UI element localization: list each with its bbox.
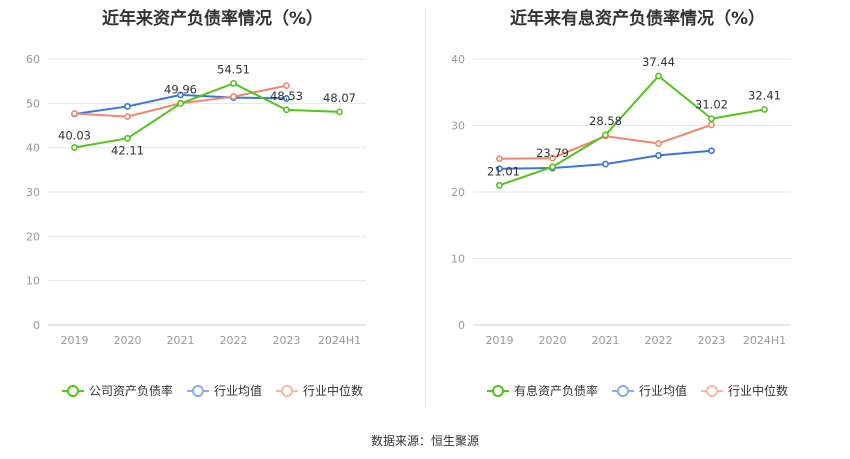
legend-marker-icon xyxy=(701,384,723,397)
data-point xyxy=(602,160,609,168)
chart-title: 近年来资产负债率情况（%） xyxy=(101,9,324,29)
data-point xyxy=(602,131,609,139)
chart-legend-left: 公司资产负债率 行业均值 行业中位数 xyxy=(0,382,425,399)
data-label: 32.41 xyxy=(748,88,781,102)
data-label: 48.07 xyxy=(323,91,356,105)
chart-svg-right: 0 10 20 30 40 2019 2020 2021 2022 2023 2024H1 21.01… xyxy=(451,53,791,347)
legend-label: 公司资产负债率 xyxy=(88,384,173,398)
data-point xyxy=(336,108,343,116)
chart-panel-left: 近年来资产负债率情况（%） 0 10 20 30 40 50 60 2019 2020 2021 2… xyxy=(0,0,425,410)
data-point xyxy=(496,181,503,189)
x-tick-label: 2020 xyxy=(114,334,142,347)
legend-marker-icon xyxy=(611,384,634,397)
data-source: 数据来源：恒生聚源 xyxy=(370,434,479,448)
data-label: 48.53 xyxy=(270,89,303,103)
data-point xyxy=(124,103,131,110)
y-tick-label: 60 xyxy=(26,53,40,66)
legend-item[interactable]: 行业中位数 xyxy=(701,382,788,399)
x-tick-label: 2023 xyxy=(273,334,301,347)
legend-marker-icon xyxy=(186,384,209,397)
data-point xyxy=(177,100,184,107)
x-tick-label: 2022 xyxy=(645,334,673,347)
panel-divider xyxy=(425,8,426,408)
data-point xyxy=(496,155,503,163)
x-tick-label: 2019 xyxy=(486,334,514,347)
legend-label: 行业中位数 xyxy=(303,384,364,398)
data-label: 21.01 xyxy=(487,164,520,178)
x-tick-label: 2024H1 xyxy=(743,334,786,347)
y-tick-label: 20 xyxy=(451,186,465,199)
legend-marker-icon xyxy=(276,384,298,397)
y-tick-label: 0 xyxy=(33,319,40,332)
data-point xyxy=(124,113,131,121)
y-tick-label: 30 xyxy=(26,186,40,199)
legend-item[interactable]: 行业均值 xyxy=(186,382,262,399)
y-tick-label: 50 xyxy=(26,97,40,110)
data-point xyxy=(496,165,503,173)
series-line-company xyxy=(499,74,765,187)
data-label: 23.79 xyxy=(536,146,569,160)
x-tick-label: 2021 xyxy=(592,334,620,347)
data-point xyxy=(708,147,715,155)
data-point xyxy=(283,106,290,114)
data-point xyxy=(549,163,556,171)
data-point xyxy=(71,110,78,117)
data-point xyxy=(655,140,662,147)
legend-item[interactable]: 公司资产负债率 xyxy=(61,382,173,399)
data-label: 54.51 xyxy=(217,62,250,76)
data-point xyxy=(761,106,768,113)
y-tick-label: 20 xyxy=(26,230,40,243)
data-point xyxy=(230,93,237,101)
data-point xyxy=(708,115,715,123)
y-tick-label: 10 xyxy=(451,253,465,266)
legend-label: 行业均值 xyxy=(213,384,262,398)
chart-legend-right: 有息资产负债率 行业均值 行业中位数 xyxy=(425,382,850,399)
data-label: 40.03 xyxy=(58,129,91,143)
legend-item[interactable]: 行业均值 xyxy=(611,382,687,399)
y-tick-label: 30 xyxy=(451,120,465,133)
legend-label: 有息资产负债率 xyxy=(513,384,598,398)
data-label: 31.02 xyxy=(695,98,728,112)
legend-label: 行业中位数 xyxy=(728,384,789,398)
x-tick-label: 2021 xyxy=(167,334,195,347)
legend-item[interactable]: 有息资产负债率 xyxy=(486,382,598,399)
y-tick-label: 40 xyxy=(26,142,40,155)
data-point xyxy=(549,154,556,162)
data-label: 37.44 xyxy=(642,55,675,69)
x-tick-label: 2020 xyxy=(539,334,567,347)
data-point xyxy=(283,82,290,89)
y-tick-label: 10 xyxy=(26,275,40,288)
x-tick-label: 2023 xyxy=(698,334,726,347)
data-point xyxy=(124,134,131,142)
data-point xyxy=(177,91,184,99)
legend-label: 行业均值 xyxy=(638,384,687,398)
chart-svg-left: 0 10 20 30 40 50 60 2019 2020 2021 2022 2023 2024H1 4… xyxy=(26,53,366,347)
data-point xyxy=(708,121,715,129)
data-label: 49.96 xyxy=(164,83,197,97)
data-point xyxy=(655,152,662,159)
chart-panel-right: 近年来有息资产负债率情况（%） 0 10 20 30 40 2019 2020 2021 202… xyxy=(425,0,850,410)
data-point xyxy=(71,144,78,151)
x-tick-label: 2019 xyxy=(61,334,89,347)
series-line-company xyxy=(74,82,340,149)
x-tick-label: 2022 xyxy=(220,334,248,347)
chart-title: 近年来有息资产负债率情况（%） xyxy=(509,9,766,29)
x-tick-label: 2024H1 xyxy=(318,334,361,347)
data-point xyxy=(283,95,290,102)
data-point xyxy=(230,79,237,87)
legend-item[interactable]: 行业中位数 xyxy=(276,382,363,399)
legend-marker-icon xyxy=(486,384,509,397)
data-label: 42.11 xyxy=(111,143,144,157)
y-tick-label: 40 xyxy=(451,53,465,66)
data-point xyxy=(655,72,662,80)
y-tick-label: 0 xyxy=(458,319,465,332)
legend-marker-icon xyxy=(61,384,84,397)
data-label: 28.58 xyxy=(589,114,622,128)
